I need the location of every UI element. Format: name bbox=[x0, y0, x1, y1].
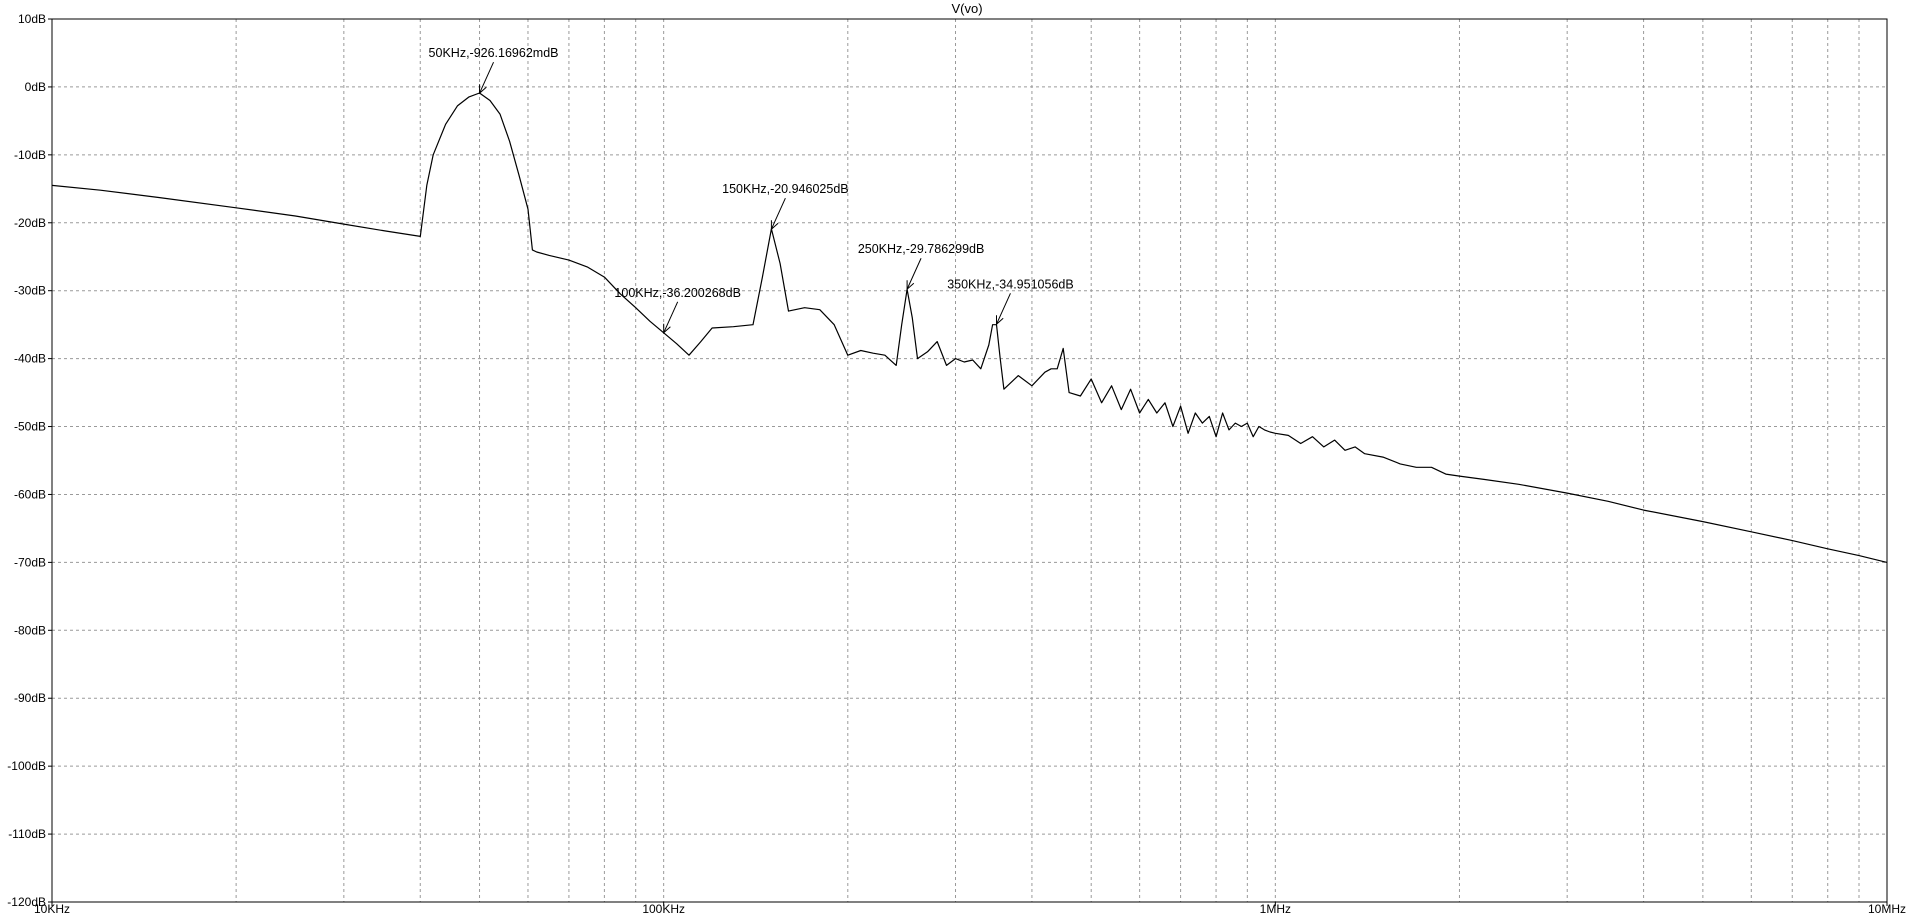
annotation-arrow bbox=[663, 301, 679, 334]
annotation-arrowhead bbox=[478, 84, 487, 95]
series-line-vvo bbox=[51, 92, 1888, 563]
chart-title: V(vo) bbox=[951, 1, 982, 16]
x-axis-ticks: 10KHz 100KHz 1MHz 10MHz bbox=[34, 902, 1906, 914]
annotation-label: 150KHz,-20.946025dB bbox=[722, 182, 848, 196]
y-tick-label: 10dB bbox=[18, 12, 46, 26]
y-axis-ticks: 10dB 0dB -10dB -20dB -30dB -40dB -50dB -60dB -70… bbox=[7, 12, 52, 909]
y-tick-label: -10dB bbox=[14, 148, 46, 162]
grid-lines bbox=[52, 19, 1887, 902]
y-tick-label: -60dB bbox=[14, 487, 46, 501]
plot-border bbox=[51, 18, 1888, 903]
x-tick-label: 1MHz bbox=[1260, 902, 1291, 914]
annotation-arrowhead bbox=[906, 280, 915, 291]
annotation-arrow bbox=[479, 62, 494, 94]
annotation-label: 50KHz,-926.16962mdB bbox=[429, 46, 559, 60]
annotation-arrowhead bbox=[663, 323, 671, 334]
annotation-arrow bbox=[770, 197, 786, 230]
annotation-arrowhead bbox=[770, 220, 779, 231]
x-tick-label: 10KHz bbox=[34, 902, 70, 914]
y-tick-label: -100dB bbox=[7, 759, 46, 773]
y-tick-label: -120dB bbox=[7, 895, 46, 909]
y-tick-label: -40dB bbox=[14, 352, 46, 366]
annotation-arrowhead bbox=[996, 315, 1004, 326]
annotation-label: 350KHz,-34.951056dB bbox=[947, 277, 1073, 291]
annotations-group: 50KHz,-926.16962mdB 100KHz,-36.200268dB 15… bbox=[429, 46, 1074, 334]
y-tick-label: -90dB bbox=[14, 691, 46, 705]
plot-frame bbox=[51, 18, 1888, 903]
y-tick-label: -50dB bbox=[14, 420, 46, 434]
annotation-label: 100KHz,-36.200268dB bbox=[614, 286, 740, 300]
x-tick-label: 10MHz bbox=[1868, 902, 1906, 914]
annotation-label: 250KHz,-29.786299dB bbox=[858, 242, 984, 256]
y-tick-label: 0dB bbox=[25, 80, 46, 94]
y-tick-label: -20dB bbox=[14, 216, 46, 230]
annotation-arrow bbox=[906, 258, 922, 290]
annotation-arrow bbox=[995, 293, 1011, 325]
series-group bbox=[51, 92, 1888, 563]
y-tick-label: -30dB bbox=[14, 284, 46, 298]
y-tick-label: -110dB bbox=[8, 827, 46, 841]
y-tick-label: -70dB bbox=[14, 555, 46, 569]
y-tick-label: -80dB bbox=[14, 623, 46, 637]
x-tick-label: 100KHz bbox=[642, 902, 685, 914]
